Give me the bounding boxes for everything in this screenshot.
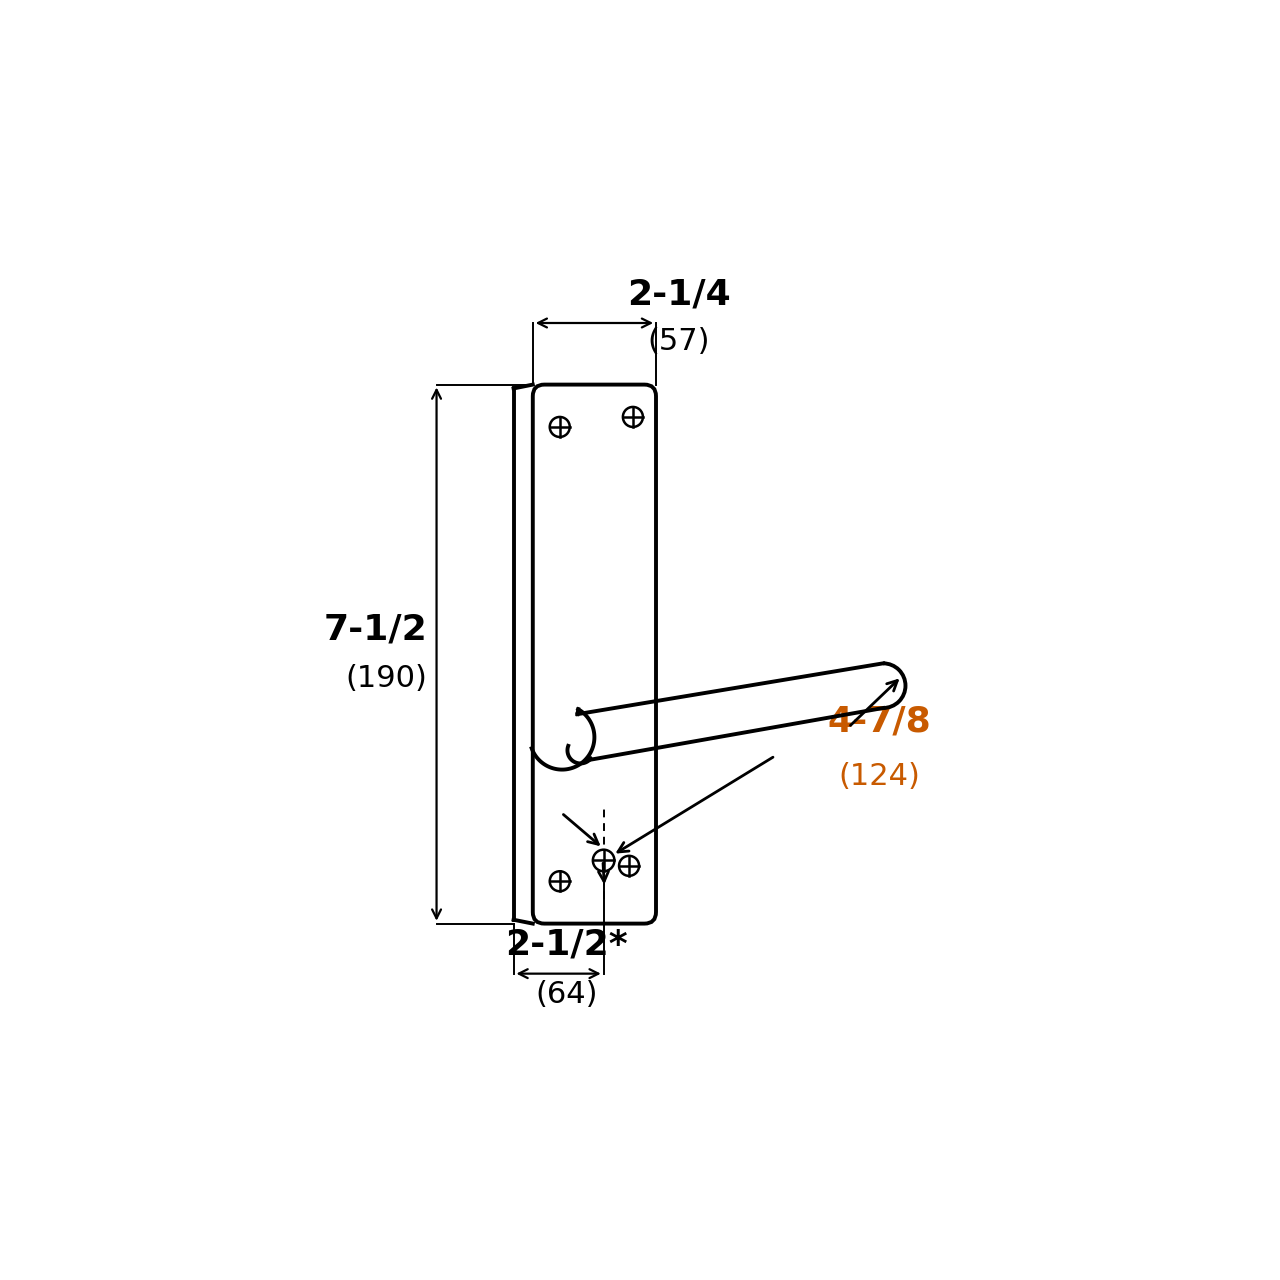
Text: 4-7/8: 4-7/8 (827, 705, 931, 739)
Circle shape (623, 407, 643, 428)
Circle shape (549, 417, 570, 436)
Text: (190): (190) (346, 664, 428, 694)
Circle shape (549, 872, 570, 891)
Circle shape (620, 856, 639, 876)
Text: 2-1/2*: 2-1/2* (504, 927, 627, 961)
Text: (64): (64) (535, 979, 598, 1009)
Text: (57): (57) (648, 326, 710, 356)
FancyBboxPatch shape (532, 384, 657, 924)
Text: 7-1/2: 7-1/2 (324, 612, 428, 646)
Circle shape (593, 850, 614, 872)
Text: (124): (124) (838, 762, 920, 791)
Text: 2-1/4: 2-1/4 (627, 278, 731, 311)
